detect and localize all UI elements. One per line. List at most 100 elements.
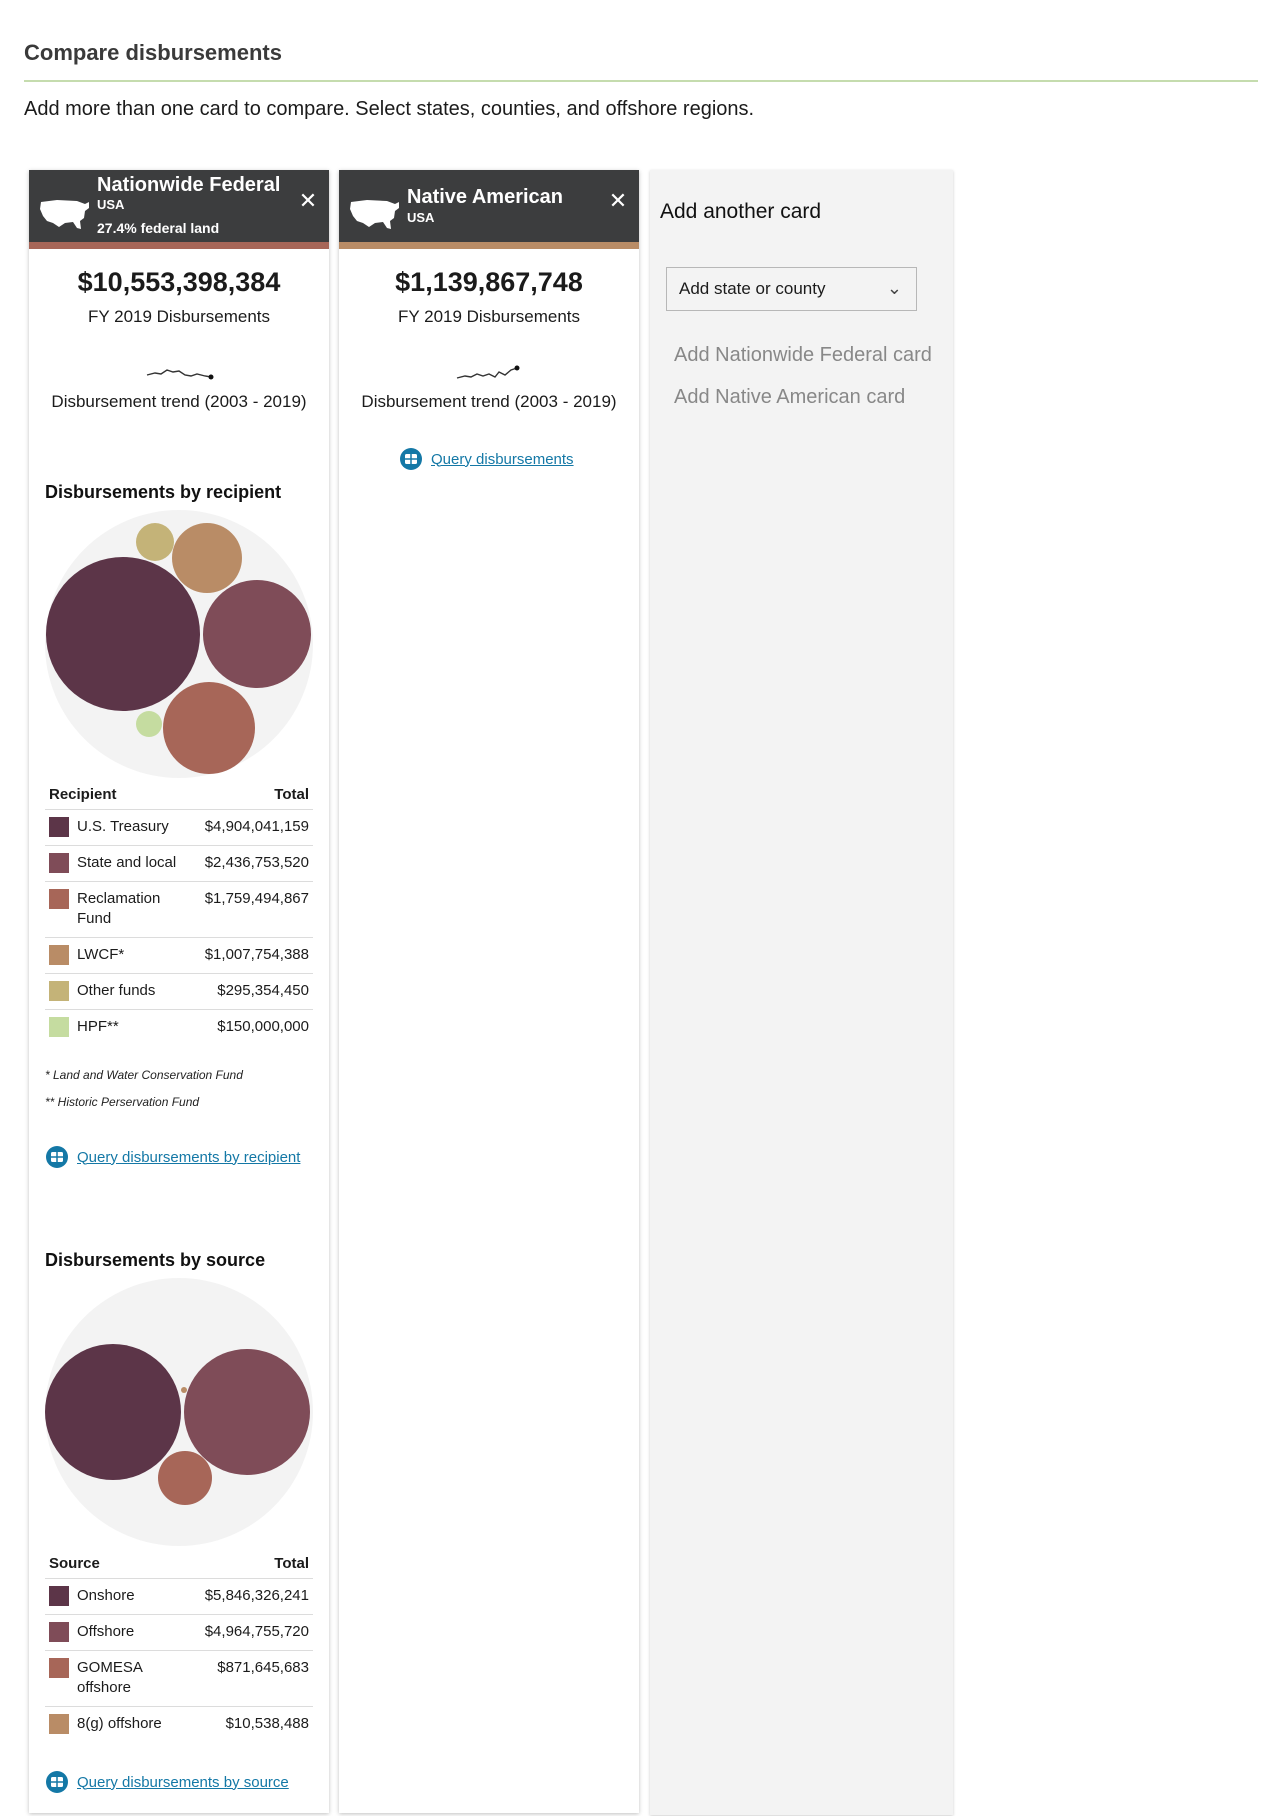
close-icon: ✕ <box>608 188 628 213</box>
legend-swatch <box>49 1658 69 1678</box>
total-label: FY 2019 Disbursements <box>87 307 271 326</box>
source-section-title: Disbursements by source <box>45 1250 266 1270</box>
column-source: Source <box>49 1555 100 1572</box>
table-icon <box>46 1146 68 1168</box>
row-amount: $1,759,494,867 <box>204 890 309 907</box>
bubble-other-funds <box>136 523 174 561</box>
row-amount: $4,964,755,720 <box>204 1623 309 1640</box>
row-amount: $10,538,488 <box>225 1715 309 1732</box>
query-by-source-link[interactable]: Query disbursements by source <box>45 1770 289 1794</box>
column-recipient: Recipient <box>49 786 117 803</box>
row-amount: $295,354,450 <box>217 982 309 999</box>
column-total: Total <box>274 786 309 803</box>
table-header: Source Total <box>45 1555 313 1579</box>
query-link-label: Query disbursements <box>431 450 574 468</box>
add-native-american-link[interactable]: Add Native American card <box>674 386 906 408</box>
legend-swatch <box>49 889 69 909</box>
total-disbursements: $1,139,867,748 <box>395 267 583 297</box>
recipient-bubble-chart <box>45 510 313 778</box>
row-amount: $150,000,000 <box>217 1018 309 1035</box>
column-total: Total <box>274 1555 309 1572</box>
legend-swatch <box>49 853 69 873</box>
row-name: LWCF* <box>77 946 125 963</box>
add-nationwide-federal-link[interactable]: Add Nationwide Federal card <box>674 344 932 366</box>
bubble-onshore <box>45 1344 181 1480</box>
row-amount: $871,645,683 <box>217 1659 309 1676</box>
table-row: Onshore $5,846,326,241 <box>45 1579 313 1615</box>
trend-label: Disbursement trend (2003 - 2019) <box>361 392 617 411</box>
row-name: U.S. Treasury <box>77 818 169 835</box>
table-row: GOMESA offshore $871,645,683 <box>45 1651 313 1707</box>
table-row: Other funds $295,354,450 <box>45 974 313 1010</box>
source-bubble-chart <box>45 1278 313 1546</box>
add-state-county-select[interactable]: Add state or county ⌄ <box>666 267 917 311</box>
card-title: Native American <box>407 186 563 208</box>
recipient-section-title: Disbursements by recipient <box>45 482 282 502</box>
table-row: Offshore $4,964,755,720 <box>45 1615 313 1651</box>
close-card-button[interactable]: ✕ <box>607 190 629 212</box>
source-table: Source Total Onshore $5,846,326,241 Offs… <box>45 1555 313 1742</box>
recipient-table: Recipient Total U.S. Treasury $4,904,041… <box>45 786 313 1045</box>
table-row: HPF** $150,000,000 <box>45 1010 313 1045</box>
table-row: State and local $2,436,753,520 <box>45 846 313 882</box>
table-row: Reclamation Fund $1,759,494,867 <box>45 882 313 938</box>
close-card-button[interactable]: ✕ <box>297 190 319 212</box>
card-region: USA <box>97 197 125 212</box>
add-card-title: Add another card <box>660 200 822 223</box>
total-label: FY 2019 Disbursements <box>397 307 581 326</box>
trend-sparkline <box>146 369 214 380</box>
row-name: Other funds <box>77 982 156 999</box>
usa-map-icon <box>350 200 399 229</box>
bubble-state-local <box>203 580 311 688</box>
card-accent-bar <box>339 242 639 249</box>
federal-land-percent: 27.4% federal land <box>97 220 220 236</box>
total-disbursements: $10,553,398,384 <box>77 267 281 297</box>
bubble-reclamation <box>163 682 255 774</box>
card-region: USA <box>407 210 435 225</box>
bubble-us-treasury <box>46 557 200 711</box>
bubble-offshore <box>184 1349 310 1475</box>
legend-swatch <box>49 1622 69 1642</box>
row-amount: $1,007,754,388 <box>204 946 309 963</box>
chevron-down-icon: ⌄ <box>886 278 902 298</box>
row-name: Reclamation Fund <box>77 890 161 927</box>
bubble-gomesa <box>158 1451 212 1505</box>
bubble-8g <box>181 1387 187 1393</box>
intro-text: Add more than one card to compare. Selec… <box>24 98 755 120</box>
bubble-hpf <box>136 711 162 737</box>
row-name: Offshore <box>77 1623 135 1640</box>
legend-swatch <box>49 945 69 965</box>
row-amount: $2,436,753,520 <box>204 854 309 871</box>
card-title: Nationwide Federal <box>97 174 281 196</box>
row-name: HPF** <box>77 1018 119 1035</box>
usa-map-icon <box>40 200 89 229</box>
card-accent-bar <box>29 242 329 249</box>
row-name: State and local <box>77 854 177 871</box>
select-value: Add state or county <box>679 279 826 298</box>
query-disbursements-link[interactable]: Query disbursements <box>399 447 574 471</box>
legend-swatch <box>49 981 69 1001</box>
legend-swatch <box>49 1017 69 1037</box>
legend-swatch <box>49 1714 69 1734</box>
add-card-panel: Add another card Add state or county ⌄ A… <box>650 170 953 1815</box>
table-row: U.S. Treasury $4,904,041,159 <box>45 810 313 846</box>
row-name: 8(g) offshore <box>77 1715 162 1732</box>
query-by-recipient-link[interactable]: Query disbursements by recipient <box>45 1145 300 1169</box>
page-title: Compare disbursements <box>24 40 282 65</box>
footnote-hpf: ** Historic Perservation Fund <box>45 1095 200 1109</box>
query-link-label: Query disbursements by recipient <box>77 1148 301 1166</box>
bubble-lwcf <box>172 523 242 593</box>
table-row: 8(g) offshore $10,538,488 <box>45 1707 313 1742</box>
trend-label: Disbursement trend (2003 - 2019) <box>51 392 307 411</box>
card-header: Nationwide Federal USA 27.4% federal lan… <box>29 170 329 249</box>
query-link-label: Query disbursements by source <box>77 1773 289 1791</box>
table-header: Recipient Total <box>45 786 313 810</box>
trend-sparkline <box>456 365 520 379</box>
table-row: LWCF* $1,007,754,388 <box>45 938 313 974</box>
legend-swatch <box>49 817 69 837</box>
table-icon <box>400 448 422 470</box>
title-divider <box>24 80 1258 82</box>
row-amount: $4,904,041,159 <box>204 818 309 835</box>
card-header: Native American USA ✕ <box>339 170 639 249</box>
row-name: Onshore <box>77 1587 135 1604</box>
